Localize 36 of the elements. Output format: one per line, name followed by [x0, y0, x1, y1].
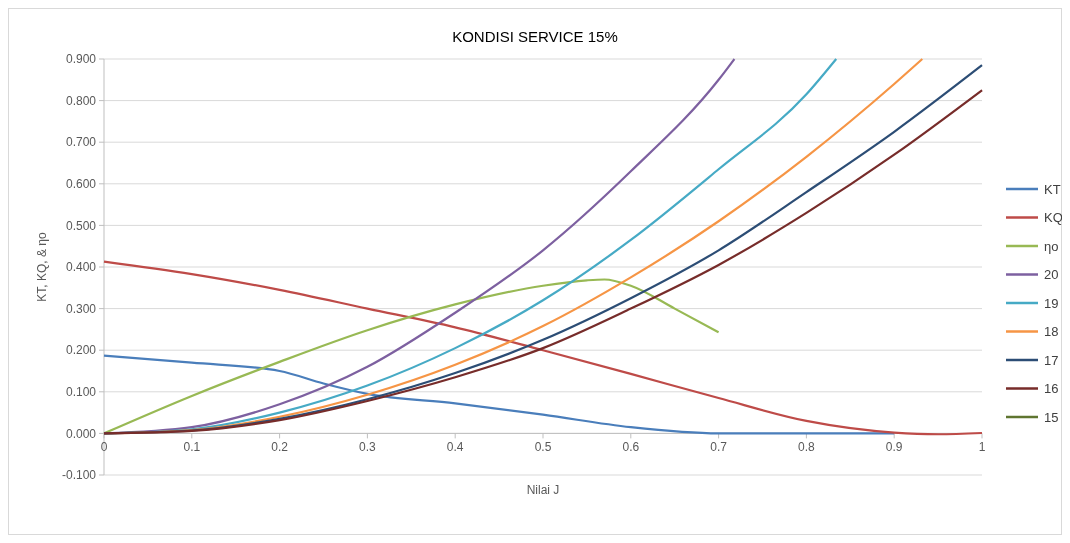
- x-tick-label: 0.5: [534, 440, 552, 455]
- x-tick-label: 0.6: [622, 440, 640, 455]
- line-series: [102, 260, 984, 436]
- y-tick-label: 0.000: [65, 426, 97, 441]
- x-tick-label: 0.2: [271, 440, 289, 455]
- x-tick-label: 0.9: [885, 440, 903, 455]
- x-tick-label: 0.4: [446, 440, 464, 455]
- legend-label: 20: [1044, 267, 1059, 283]
- legend-label: 17: [1044, 352, 1059, 368]
- y-tick-label: 0.400: [65, 260, 97, 275]
- line-series: [102, 354, 896, 435]
- y-tick-label: 0.700: [65, 135, 97, 150]
- y-tick-label: -0.100: [61, 468, 97, 483]
- y-tick-label: 0.100: [65, 385, 97, 399]
- x-tick-label: 0.7: [710, 440, 728, 455]
- y-tick-label: 0.600: [65, 177, 97, 191]
- x-tick-label: 0.8: [798, 440, 816, 455]
- x-axis-title: Nilai J: [526, 483, 560, 497]
- legend-label: ηo: [1044, 238, 1059, 254]
- legend-label: KQ: [1044, 210, 1063, 226]
- legend-label: 19: [1044, 295, 1059, 311]
- x-tick-label: 1: [978, 440, 986, 455]
- y-tick-label: 0.300: [65, 301, 97, 316]
- y-tick-label: 0.200: [65, 343, 97, 358]
- chart-title: KONDISI SERVICE 15%: [452, 28, 618, 45]
- x-tick-label: 0: [100, 440, 108, 455]
- y-tick-label: 0.500: [65, 218, 97, 233]
- y-tick-label: 0.800: [65, 93, 97, 108]
- legend-label: 18: [1044, 324, 1059, 340]
- legend-label: KT: [1044, 181, 1061, 197]
- x-tick-label: 0.1: [183, 440, 201, 455]
- x-tick-label: 0.3: [359, 440, 377, 455]
- y-tick-label: 0.900: [65, 52, 97, 67]
- legend-label: 15: [1044, 409, 1059, 425]
- legend-label: 16: [1044, 381, 1059, 397]
- y-axis-title: KT, KQ, & ηo: [35, 232, 49, 302]
